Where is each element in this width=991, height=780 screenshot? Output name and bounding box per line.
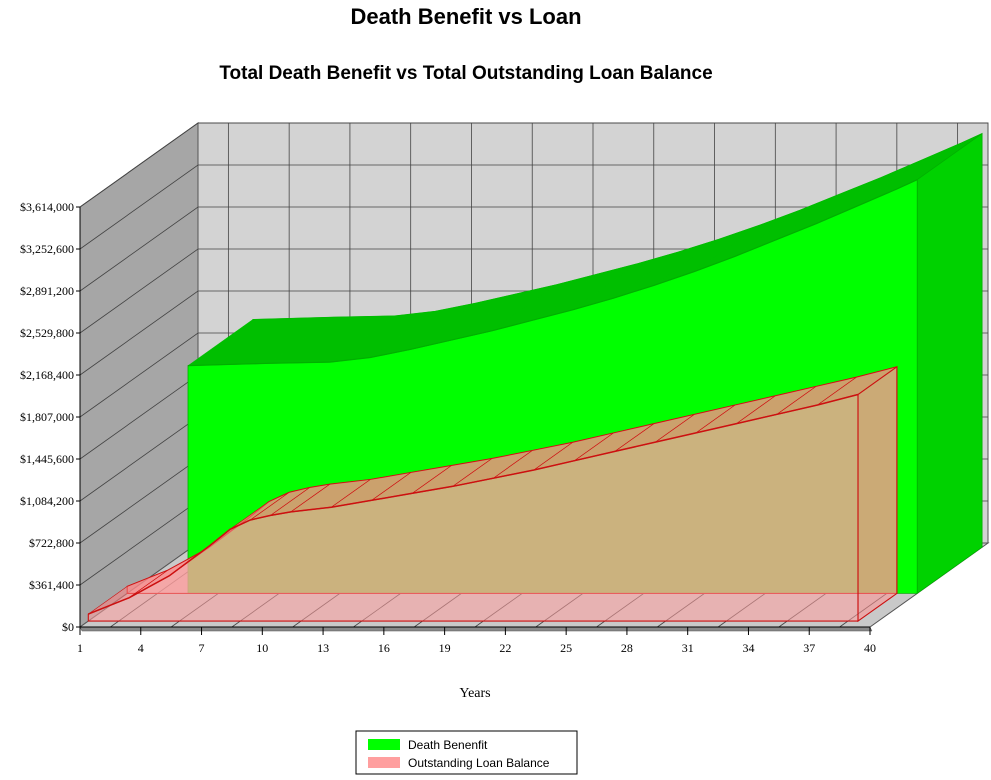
y-tick-label: $2,529,800 — [20, 326, 74, 340]
x-tick-label: 25 — [560, 641, 572, 655]
y-tick-label: $2,168,400 — [20, 368, 74, 382]
y-tick-label: $1,445,600 — [20, 452, 74, 466]
gridline-y — [79, 206, 988, 292]
x-tick-label: 22 — [499, 641, 511, 655]
x-tick-label: 31 — [682, 641, 694, 655]
x-tick-label: 40 — [864, 641, 876, 655]
legend-swatch — [368, 739, 400, 750]
x-tick-label: 13 — [317, 641, 329, 655]
death-benefit-end-cap — [916, 132, 983, 595]
chart-subtitle: Total Death Benefit vs Total Outstanding… — [219, 63, 712, 84]
series-layer — [87, 132, 983, 623]
legend: Death Benenfit Outstanding Loan Balance — [355, 730, 578, 775]
x-tick-label: 28 — [621, 641, 633, 655]
y-tick-label: $1,807,000 — [20, 410, 74, 424]
x-tick-label: 16 — [378, 641, 390, 655]
x-axis-label: Years — [459, 686, 490, 701]
y-tick-label: $361,400 — [29, 578, 74, 592]
chart-title: Death Benefit vs Loan — [350, 4, 581, 29]
legend-swatch — [368, 757, 400, 768]
loan-balance-end-cap — [857, 365, 898, 623]
y-tick-label: $3,614,000 — [20, 200, 74, 214]
loan-balance-series — [87, 365, 898, 623]
y-tick-label: $722,800 — [29, 536, 74, 550]
x-tick-label: 37 — [803, 641, 815, 655]
axes: $0 $361,400 $722,800 $1,084,200 $1,445,600 $1… — [20, 200, 876, 655]
gridline-y — [79, 122, 988, 208]
x-tick-label: 19 — [439, 641, 451, 655]
gridline-y — [79, 164, 988, 250]
y-tick-label: $0 — [62, 620, 74, 634]
legend-entry: Death Benenfit — [408, 738, 488, 752]
death-benefit-line — [187, 179, 918, 367]
loan-balance-line — [88, 393, 859, 615]
y-tick-label: $2,891,200 — [20, 284, 74, 298]
legend-entry: Outstanding Loan Balance — [408, 756, 550, 770]
y-tick-label: $1,084,200 — [20, 494, 74, 508]
x-tick-label: 1 — [77, 641, 83, 655]
x-tick-label: 34 — [742, 641, 754, 655]
x-tick-label: 4 — [138, 641, 144, 655]
x-tick-label: 7 — [199, 641, 205, 655]
y-tick-label: $3,252,600 — [20, 242, 74, 256]
floor-edge — [79, 626, 873, 632]
x-tick-label: 10 — [256, 641, 268, 655]
